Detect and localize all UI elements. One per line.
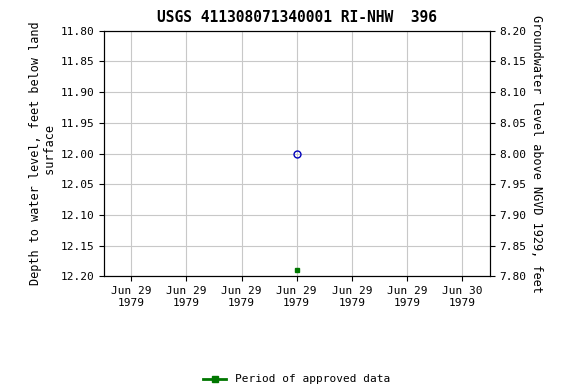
Title: USGS 411308071340001 RI-NHW  396: USGS 411308071340001 RI-NHW 396 — [157, 10, 437, 25]
Y-axis label: Groundwater level above NGVD 1929, feet: Groundwater level above NGVD 1929, feet — [530, 15, 544, 293]
Y-axis label: Depth to water level, feet below land
 surface: Depth to water level, feet below land su… — [29, 22, 58, 285]
Legend: Period of approved data: Period of approved data — [199, 370, 394, 384]
